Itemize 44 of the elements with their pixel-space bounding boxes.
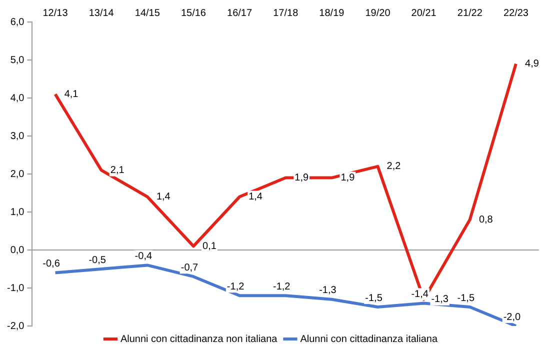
data-label: 1,9 <box>294 172 309 184</box>
data-label: 1,4 <box>248 192 263 203</box>
data-label: -0,5 <box>88 254 106 266</box>
y-tick-label: 2,0 <box>10 168 25 180</box>
data-label: 1,4 <box>156 192 171 203</box>
x-tick-label: 15/16 <box>180 8 206 19</box>
data-label: -1,3 <box>319 285 337 296</box>
data-label: 0,8 <box>478 214 494 226</box>
x-tick-label: 21/22 <box>457 8 483 19</box>
x-tick-label: 19/20 <box>365 8 391 19</box>
y-tick-label: -2,0 <box>6 320 25 332</box>
y-tick-label: 6,0 <box>10 16 25 28</box>
data-label: -1,5 <box>365 292 383 304</box>
data-label: 0,1 <box>202 240 217 252</box>
data-label: -0,7 <box>180 262 199 274</box>
y-tick-label: -1,0 <box>6 282 25 294</box>
y-tick-label: 3,0 <box>10 130 25 142</box>
y-tick-label: 4,0 <box>10 92 25 104</box>
data-label: -1,4 <box>411 288 429 300</box>
x-tick-label: 22/23 <box>503 8 529 19</box>
data-label: -0,4 <box>134 250 152 262</box>
legend-label: Alunni con cittadinanza non italiana <box>120 334 278 345</box>
x-tick-label: 12/13 <box>42 8 68 19</box>
data-label: 2,2 <box>386 161 402 172</box>
y-tick-label: 0,0 <box>10 244 25 256</box>
y-tick-label: 5,0 <box>10 54 25 66</box>
x-tick-label: 20/21 <box>411 8 437 19</box>
x-tick-label: 18/19 <box>319 8 345 19</box>
x-tick-label: 14/15 <box>134 8 160 19</box>
x-tick-label: 16/17 <box>227 8 252 19</box>
data-label: -1,2 <box>226 281 245 292</box>
data-label: -0,6 <box>42 258 60 270</box>
legend-label: Alunni con cittadinanza italiana <box>300 334 438 345</box>
data-label: -1,2 <box>273 281 291 292</box>
x-tick-label: 17/18 <box>273 8 299 19</box>
y-tick-label: 1,0 <box>10 206 25 218</box>
data-label: 2,1 <box>110 164 125 176</box>
data-label: 4,9 <box>525 58 540 70</box>
data-label: -1,5 <box>457 292 475 304</box>
x-tick-label: 13/14 <box>88 8 114 19</box>
data-label: -1,3 <box>431 294 449 306</box>
data-label: -2,0 <box>503 312 522 323</box>
data-label: 1,9 <box>340 172 356 184</box>
data-label: 4,1 <box>64 88 79 100</box>
